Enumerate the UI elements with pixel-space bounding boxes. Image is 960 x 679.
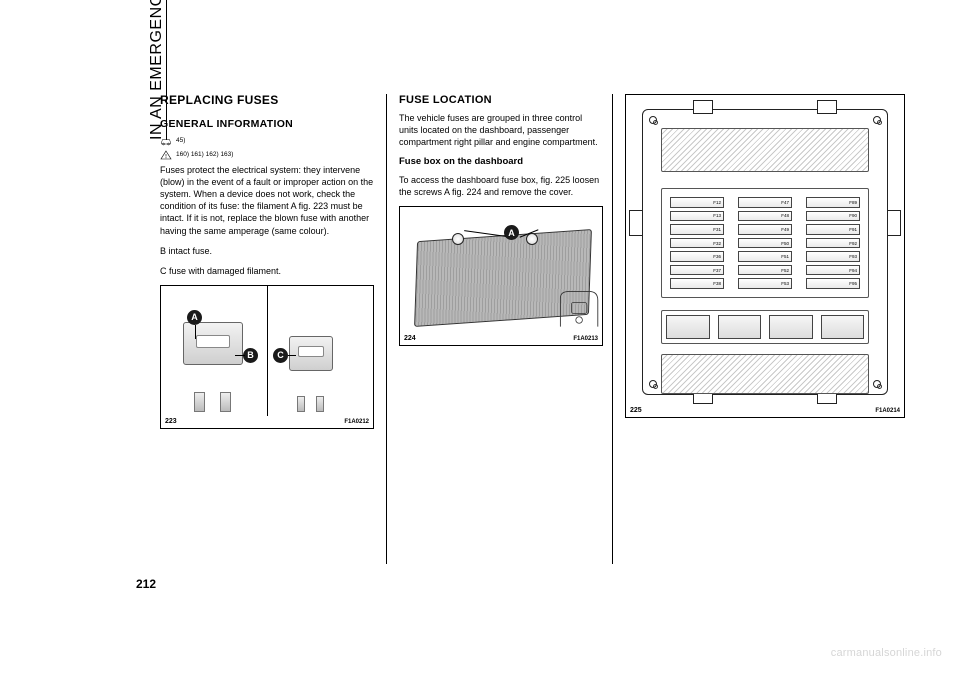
figure-225: F12 F13 F31 F32 F36 F37 F38 F47 F48 F49 [625, 94, 905, 418]
callout-tag-a: A [187, 310, 202, 325]
replacing-fuses-heading: REPLACING FUSES [160, 94, 376, 108]
dashboard-fusebox-instructions: To access the dashboard fuse box, fig. 2… [399, 174, 602, 198]
fusebox-body: F12 F13 F31 F32 F36 F37 F38 F47 F48 F49 [642, 109, 888, 395]
fuse-slot: F47 [738, 197, 792, 208]
fuse-location-description: The vehicle fuses are grouped in three c… [399, 112, 602, 148]
mounting-tab [817, 100, 837, 114]
relay [821, 315, 865, 339]
fuse-slot: F31 [670, 224, 724, 235]
fuse-slot: F37 [670, 265, 724, 276]
fuse-slot: F52 [738, 265, 792, 276]
center-console-outline [556, 287, 600, 331]
fuse-slot: F48 [738, 211, 792, 222]
fuses-description: Fuses protect the electrical system: the… [160, 164, 376, 237]
warning-ref-2: 160) 161) 162) 163) [176, 151, 233, 158]
relay [769, 315, 813, 339]
mounting-bolt [873, 380, 881, 388]
fuse-prong [316, 396, 324, 412]
fuse-prong [297, 396, 305, 412]
fuse-slot: F89 [806, 197, 860, 208]
fuse-slot: F49 [738, 224, 792, 235]
mounting-bolt [649, 380, 657, 388]
mounting-tab [629, 210, 643, 236]
fuse-slot: F91 [806, 224, 860, 235]
callout-lead [235, 355, 245, 356]
mounting-bolt [649, 116, 657, 124]
warning-row-1: 45) [160, 136, 376, 146]
warning-row-2: 160) 161) 162) 163) [160, 150, 376, 160]
car-warning-icon [160, 136, 172, 146]
fuse-slot: F50 [738, 238, 792, 249]
damaged-fuse-line: C fuse with damaged filament. [160, 265, 376, 277]
fuse-slot: F36 [670, 251, 724, 262]
figure-code: F1A0212 [344, 419, 369, 425]
fuse-slot: F93 [806, 251, 860, 262]
figure-code: F1A0213 [573, 336, 598, 342]
warning-ref-1: 45) [176, 137, 185, 144]
callout-lead [195, 325, 196, 339]
content-columns: REPLACING FUSES GENERAL INFORMATION 45) … [160, 94, 915, 564]
fuse-slot: F53 [738, 278, 792, 289]
fuse-slot: F92 [806, 238, 860, 249]
callout-tag-c: C [273, 348, 288, 363]
fuse-slot: F32 [670, 238, 724, 249]
fuse-slot: F12 [670, 197, 724, 208]
fuse-intact-illustration [183, 322, 243, 392]
intact-fuse-line: B intact fuse. [160, 245, 376, 257]
figure-223-divider [267, 286, 268, 416]
callout-tag-a: A [504, 225, 519, 240]
figure-number: 224 [404, 335, 416, 342]
figure-224: A 224 F1A0213 [399, 206, 603, 346]
connector-zone-top [661, 128, 869, 172]
fuse-slot: F90 [806, 211, 860, 222]
fuse-column: F89 F90 F91 F92 F93 F94 F95 [806, 197, 860, 289]
relay [718, 315, 762, 339]
mounting-tab [693, 100, 713, 114]
connector-zone-bottom [661, 354, 869, 394]
fuse-blown-illustration [289, 336, 333, 392]
fuse-slot: F38 [670, 278, 724, 289]
fuse-location-heading: FUSE LOCATION [399, 94, 602, 106]
column-1: REPLACING FUSES GENERAL INFORMATION 45) … [160, 94, 386, 564]
column-2: FUSE LOCATION The vehicle fuses are grou… [386, 94, 612, 564]
fuse-slot: F95 [806, 278, 860, 289]
page-number: 212 [136, 577, 156, 591]
callout-lead [288, 355, 296, 356]
fuse-slot: F94 [806, 265, 860, 276]
watermark: carmanualsonline.info [831, 647, 942, 659]
relay-row [661, 310, 869, 344]
fuse-column: F47 F48 F49 F50 F51 F52 F53 [738, 197, 792, 289]
fuse-slot: F51 [738, 251, 792, 262]
figure-number: 223 [165, 418, 177, 425]
figure-number: 225 [630, 407, 642, 414]
triangle-warning-icon [160, 150, 172, 160]
fuse-body [183, 322, 243, 365]
mounting-bolt [873, 116, 881, 124]
fuse-grid: F12 F13 F31 F32 F36 F37 F38 F47 F48 F49 [661, 188, 869, 298]
fuse-window [196, 335, 231, 348]
dashboard-fusebox-heading: Fuse box on the dashboard [399, 156, 602, 167]
mounting-tab [887, 210, 901, 236]
figure-code: F1A0214 [875, 408, 900, 414]
column-3: F12 F13 F31 F32 F36 F37 F38 F47 F48 F49 [612, 94, 915, 564]
callout-tag-b: B [243, 348, 258, 363]
fuse-prong [194, 392, 205, 412]
page: IN AN EMERGENCY IN AN EMERGENCY REPLACIN… [0, 0, 960, 679]
screw-hole [526, 233, 538, 245]
fuse-column: F12 F13 F31 F32 F36 F37 F38 [670, 197, 724, 289]
fuse-prong [220, 392, 231, 412]
dashboard-cover-illustration: A [408, 227, 596, 327]
general-information-heading: GENERAL INFORMATION [160, 118, 376, 130]
relay [666, 315, 710, 339]
fuse-window [298, 346, 323, 356]
screw-hole [452, 233, 464, 245]
figure-223: A B C 223 F1A0212 [160, 285, 374, 429]
fuse-body [289, 336, 333, 371]
fuse-slot: F13 [670, 211, 724, 222]
